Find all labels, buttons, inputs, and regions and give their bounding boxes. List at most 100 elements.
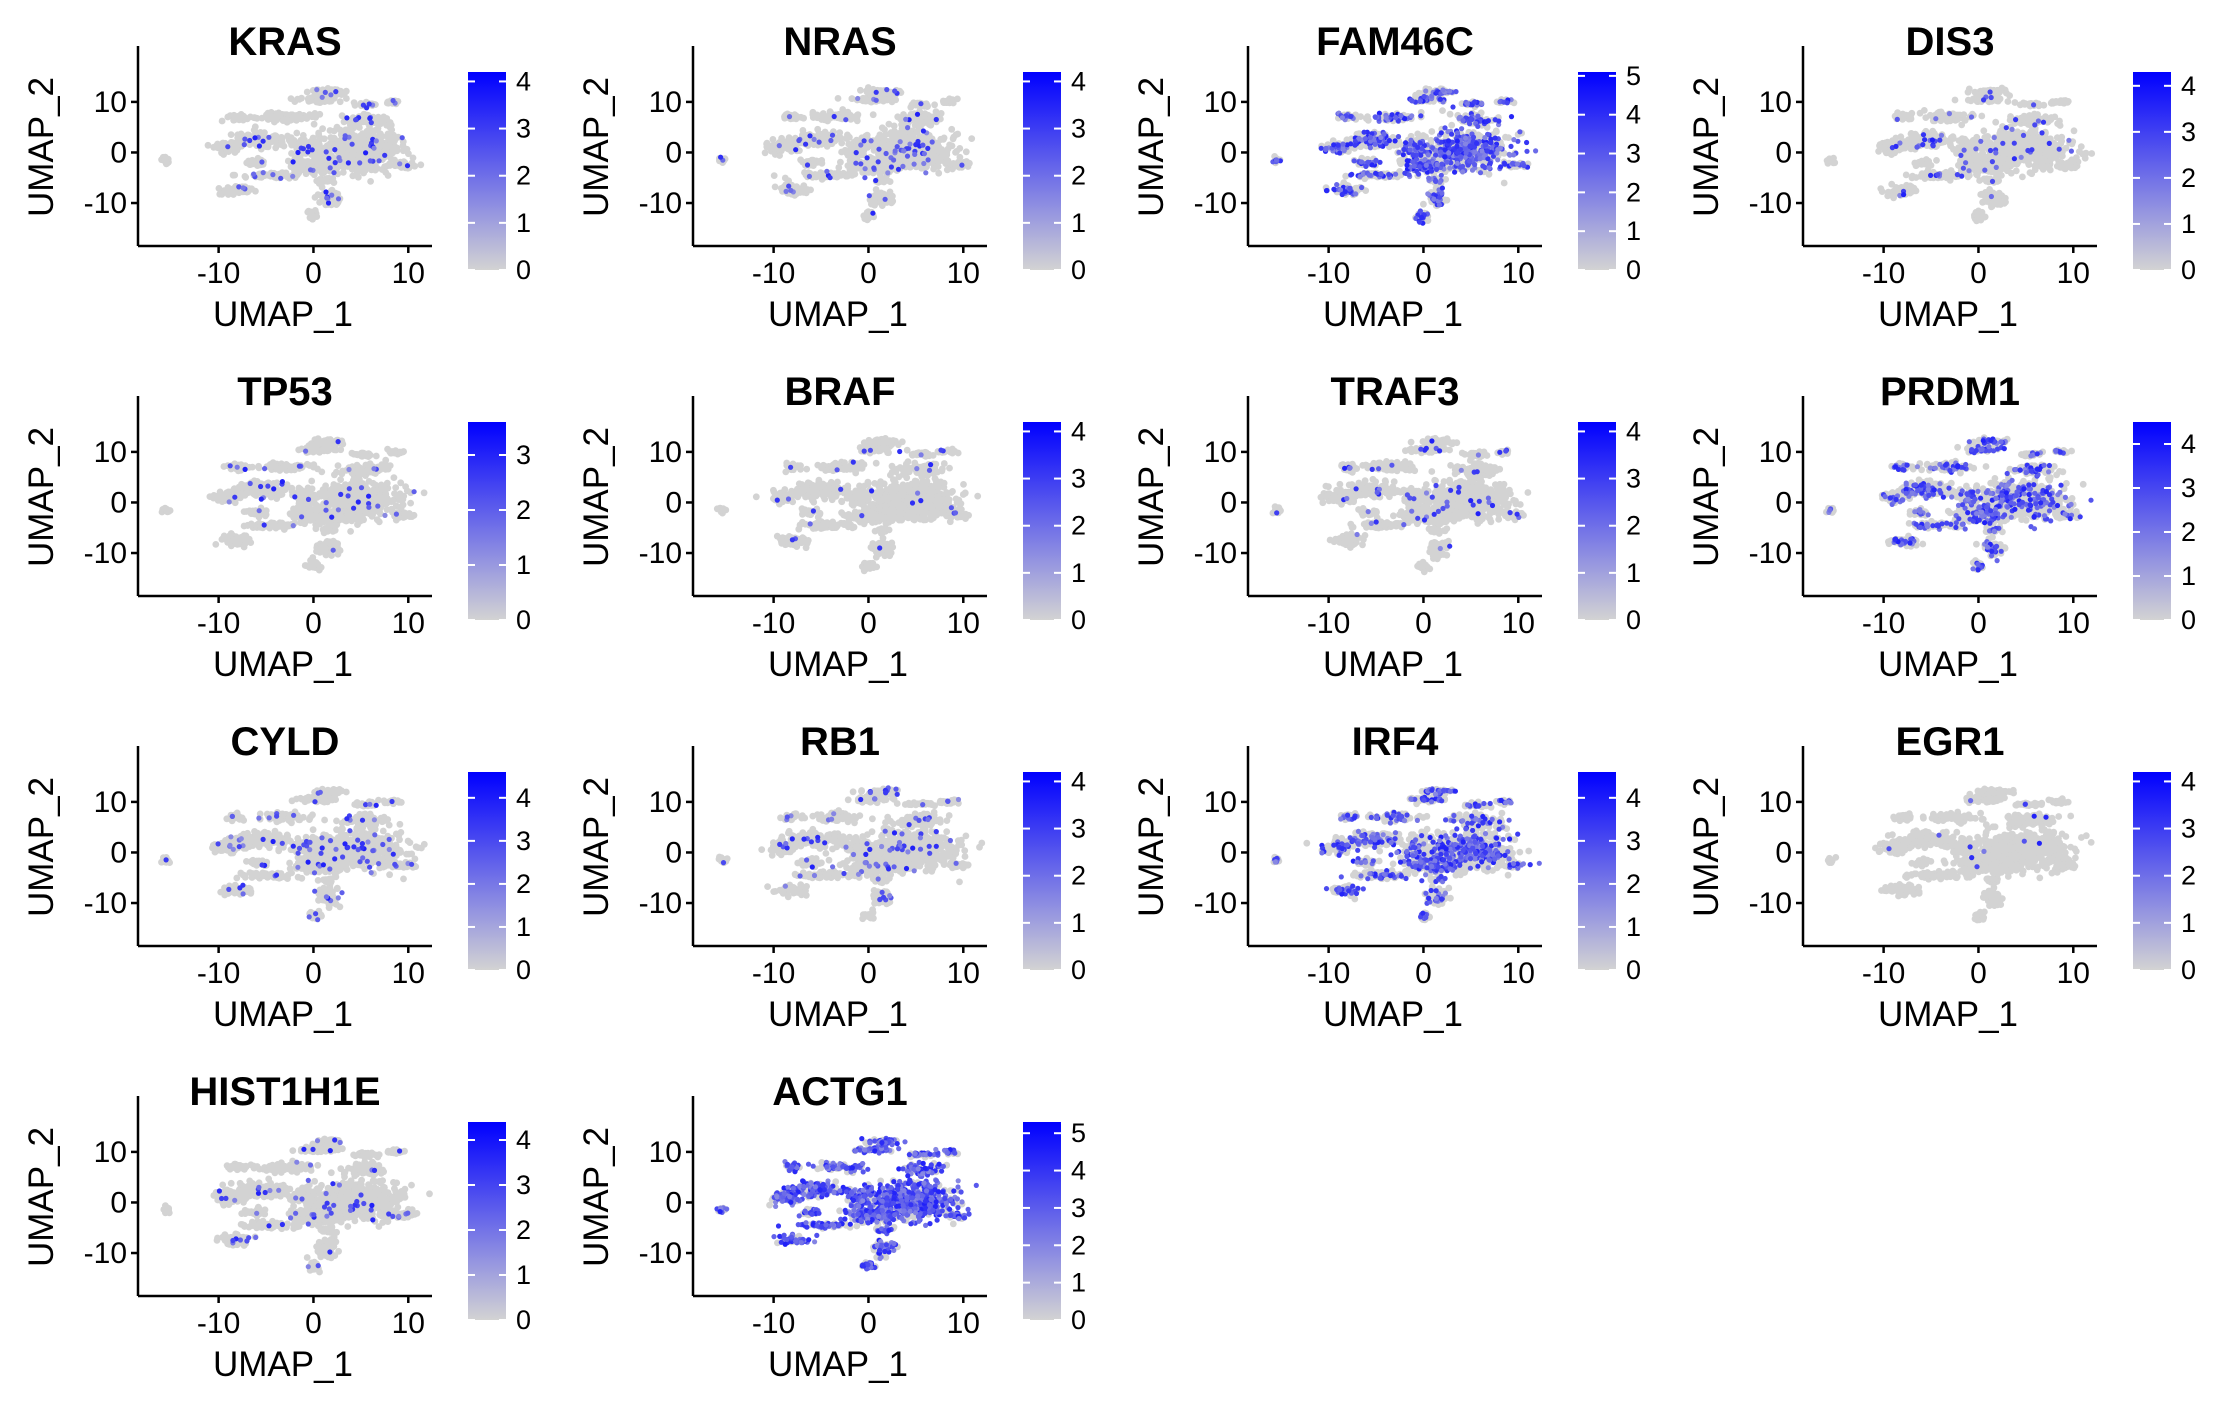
- cell-point: [931, 153, 938, 160]
- cell-point-expressed: [350, 142, 355, 147]
- cell-point-expressed: [1524, 149, 1529, 154]
- cell-point-expressed: [921, 161, 926, 166]
- cell-point: [382, 169, 389, 176]
- cell-point-expressed: [1465, 101, 1470, 106]
- x-tick-label: -10: [752, 257, 795, 290]
- cell-point: [331, 135, 338, 142]
- cell-point-expressed: [405, 163, 410, 168]
- cell-point: [842, 147, 849, 154]
- cell-point-expressed: [1406, 172, 1411, 177]
- cell-point-expressed: [1411, 153, 1416, 158]
- cell-point-expressed: [1352, 158, 1357, 163]
- cell-point: [813, 174, 820, 181]
- cell-point-expressed: [903, 117, 908, 122]
- cell-point: [908, 102, 915, 109]
- cell-point-expressed: [934, 117, 939, 122]
- cell-point-expressed: [1533, 148, 1538, 153]
- cell-point-expressed: [1348, 114, 1353, 119]
- cell-point-expressed: [1410, 98, 1415, 103]
- legend-tick-label: 3: [516, 114, 531, 144]
- cell-point-expressed: [1331, 187, 1336, 192]
- cell-point: [879, 124, 886, 131]
- cell-point: [934, 141, 941, 148]
- cell-point-expressed: [1463, 136, 1468, 141]
- cell-point: [771, 172, 778, 179]
- cell-point-expressed: [1463, 141, 1468, 146]
- y-tick-label: 10: [649, 86, 682, 119]
- cell-point-expressed: [1378, 171, 1383, 176]
- cell-point-expressed: [921, 128, 926, 133]
- cell-point-expressed: [1439, 173, 1444, 178]
- cell-point-expressed: [796, 138, 801, 143]
- cell-point: [863, 144, 870, 151]
- cell-point-expressed: [1386, 172, 1391, 177]
- cell-point-expressed: [1359, 185, 1364, 190]
- cell-point-expressed: [1455, 130, 1460, 135]
- cell-point: [845, 172, 852, 179]
- cell-point: [879, 202, 886, 209]
- cell-point-expressed: [346, 160, 351, 165]
- cell-point-expressed: [843, 117, 848, 122]
- cell-point: [801, 169, 808, 176]
- legend-tick-label: 1: [516, 208, 531, 238]
- cell-point-expressed: [905, 125, 910, 130]
- cell-point: [1420, 201, 1427, 208]
- cell-point: [888, 129, 895, 136]
- cell-point: [233, 189, 240, 196]
- cell-point: [278, 136, 285, 143]
- cell-point: [205, 142, 212, 149]
- legend-tick-label: 3: [1626, 139, 1641, 169]
- cell-point: [284, 173, 291, 180]
- cell-point-expressed: [923, 170, 928, 175]
- cell-point-expressed: [805, 162, 810, 167]
- cell-point-expressed: [1338, 187, 1343, 192]
- cell-point: [763, 144, 770, 151]
- cell-point-expressed: [1357, 174, 1362, 179]
- cell-point-expressed: [898, 139, 903, 144]
- cell-point-expressed: [1434, 167, 1439, 172]
- color-legend: 543210: [1578, 61, 1641, 285]
- cell-point: [343, 88, 350, 95]
- cell-point-expressed: [1331, 142, 1336, 147]
- cell-point: [1428, 128, 1435, 135]
- cell-point: [826, 113, 833, 120]
- cell-point-expressed: [1381, 132, 1386, 137]
- cell-points: [1824, 85, 2095, 225]
- y-tick-label: -10: [1194, 187, 1237, 220]
- cell-point: [288, 150, 295, 157]
- cell-point-expressed: [1396, 150, 1401, 155]
- cell-point-expressed: [400, 135, 405, 140]
- cell-point-expressed: [925, 146, 930, 151]
- cell-point-expressed: [907, 142, 912, 147]
- cell-point: [323, 176, 330, 183]
- legend-tick-label: 4: [1071, 66, 1086, 96]
- cell-point: [947, 161, 954, 168]
- panel-title: KRAS: [228, 20, 341, 64]
- cell-point-expressed: [873, 178, 878, 183]
- y-tick-label: 0: [665, 136, 682, 169]
- cell-point-expressed: [876, 159, 881, 164]
- cell-point-expressed: [363, 150, 368, 155]
- cell-point-expressed: [397, 161, 402, 166]
- legend-colorbar: [1578, 72, 1616, 270]
- cell-point-expressed: [1433, 179, 1438, 184]
- y-axis-label: UMAP_2: [1132, 77, 1171, 217]
- cell-point-expressed: [252, 135, 257, 140]
- cell-point-expressed: [1495, 157, 1500, 162]
- cell-point: [845, 162, 852, 169]
- cell-point: [337, 139, 344, 146]
- cell-point: [337, 98, 344, 105]
- cell-point-expressed: [391, 98, 396, 103]
- cell-point-expressed: [1502, 162, 1507, 167]
- cell-point-expressed: [1509, 114, 1514, 119]
- cell-point-expressed: [862, 138, 867, 143]
- panel-title: NRAS: [783, 20, 896, 64]
- cell-point-expressed: [862, 175, 867, 180]
- cell-point-expressed: [225, 144, 230, 149]
- cell-point-expressed: [824, 169, 829, 174]
- cell-point: [312, 110, 319, 117]
- cell-point-expressed: [344, 115, 349, 120]
- cell-point: [968, 135, 975, 142]
- cell-point-expressed: [1429, 169, 1434, 174]
